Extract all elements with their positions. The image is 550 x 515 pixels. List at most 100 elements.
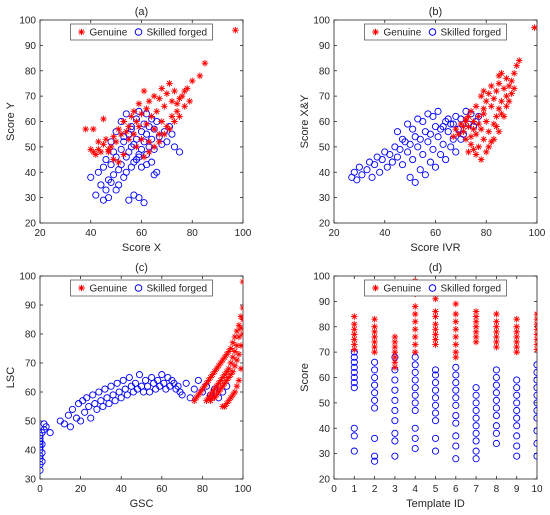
genuine-point (213, 382, 220, 390)
y-tick-label: 100 (313, 16, 330, 27)
genuine-point (467, 133, 475, 141)
forged-point (87, 414, 95, 422)
genuine-point (95, 138, 102, 146)
genuine-point (211, 368, 218, 375)
genuine-point (449, 133, 457, 141)
chart-title: (b) (429, 6, 442, 18)
forged-point (533, 406, 537, 415)
forged-point (146, 388, 154, 396)
genuine-point (223, 351, 231, 358)
y-tick-label: 40 (319, 424, 331, 435)
legend: Genuine Skilled forged (70, 279, 213, 297)
genuine-point (391, 338, 399, 346)
genuine-point (480, 135, 488, 143)
forged-point (472, 429, 480, 437)
y-tick-label: 80 (319, 66, 331, 77)
genuine-point (100, 141, 107, 148)
genuine-point (219, 403, 226, 410)
genuine-point (513, 62, 520, 69)
forged-point (396, 145, 404, 153)
genuine-point (391, 348, 399, 356)
genuine-point (498, 97, 505, 105)
genuine-point (115, 125, 122, 133)
forged-point (431, 163, 440, 171)
y-tick-label: 60 (319, 373, 331, 384)
genuine-point (112, 138, 120, 146)
forged-point (472, 384, 480, 392)
genuine-point (158, 118, 166, 125)
genuine-point (213, 365, 220, 373)
genuine-point (195, 391, 202, 399)
data-marks (348, 24, 537, 186)
forged-point (99, 402, 107, 411)
forged-point (513, 414, 521, 422)
genuine-point (477, 156, 485, 163)
genuine-point (173, 100, 181, 108)
genuine-point (161, 102, 168, 110)
forged-point (533, 452, 537, 460)
genuine-point (505, 97, 513, 105)
y-tick-label: 50 (25, 417, 37, 428)
genuine-point (155, 130, 163, 138)
forged-point (437, 150, 445, 159)
genuine-point (432, 320, 439, 328)
genuine-point (371, 343, 378, 351)
y-tick-label: 80 (319, 322, 331, 333)
forged-point (406, 140, 414, 148)
genuine-point (130, 108, 138, 115)
forged-point (513, 442, 521, 450)
genuine-point (477, 92, 485, 100)
genuine-point (485, 90, 493, 97)
genuine-point (183, 85, 191, 92)
forged-point (472, 447, 480, 455)
forged-point (371, 381, 379, 389)
data-marks (82, 26, 239, 207)
y-tick-label: 70 (319, 92, 331, 103)
y-tick-label: 100 (19, 272, 36, 283)
genuine-point (391, 343, 399, 351)
y-axis-label: LSC (5, 367, 17, 388)
genuine-point (186, 97, 194, 105)
genuine-point (460, 128, 467, 135)
forged-point (398, 135, 407, 143)
forged-point (92, 191, 100, 199)
plot-area (39, 19, 244, 224)
forged-point (472, 399, 480, 407)
genuine-point (190, 397, 198, 404)
forged-point (404, 148, 412, 156)
forged-point (411, 399, 419, 407)
genuine-point (171, 118, 178, 125)
forged-point (102, 156, 110, 164)
forged-point (431, 409, 440, 417)
forged-point (393, 153, 401, 161)
forged-point (513, 432, 521, 440)
genuine-point (452, 333, 460, 341)
forged-point (371, 366, 379, 374)
forged-point (376, 168, 384, 176)
genuine-point (475, 113, 482, 120)
genuine-point (371, 323, 378, 331)
forged-point (123, 391, 131, 399)
x-tick-label: 100 (529, 228, 546, 239)
genuine-point (205, 394, 212, 402)
genuine-point (229, 391, 237, 399)
genuine-point (181, 87, 188, 95)
genuine-point (115, 158, 122, 166)
genuine-point (203, 397, 210, 404)
forged-point (371, 396, 379, 404)
forged-point (431, 434, 440, 442)
genuine-point (513, 338, 520, 346)
forged-point (135, 194, 143, 202)
genuine-point (227, 359, 235, 367)
forged-point (391, 396, 399, 404)
forged-point (350, 358, 358, 366)
x-tick-label: 80 (481, 228, 493, 239)
y-tick-label: 70 (25, 92, 37, 103)
forged-point (77, 417, 85, 425)
forged-point (371, 389, 379, 397)
genuine-point (432, 325, 439, 333)
forged-point (411, 376, 419, 384)
forged-point (492, 389, 500, 397)
y-tick-label: 30 (25, 193, 37, 204)
genuine-point (229, 339, 237, 346)
